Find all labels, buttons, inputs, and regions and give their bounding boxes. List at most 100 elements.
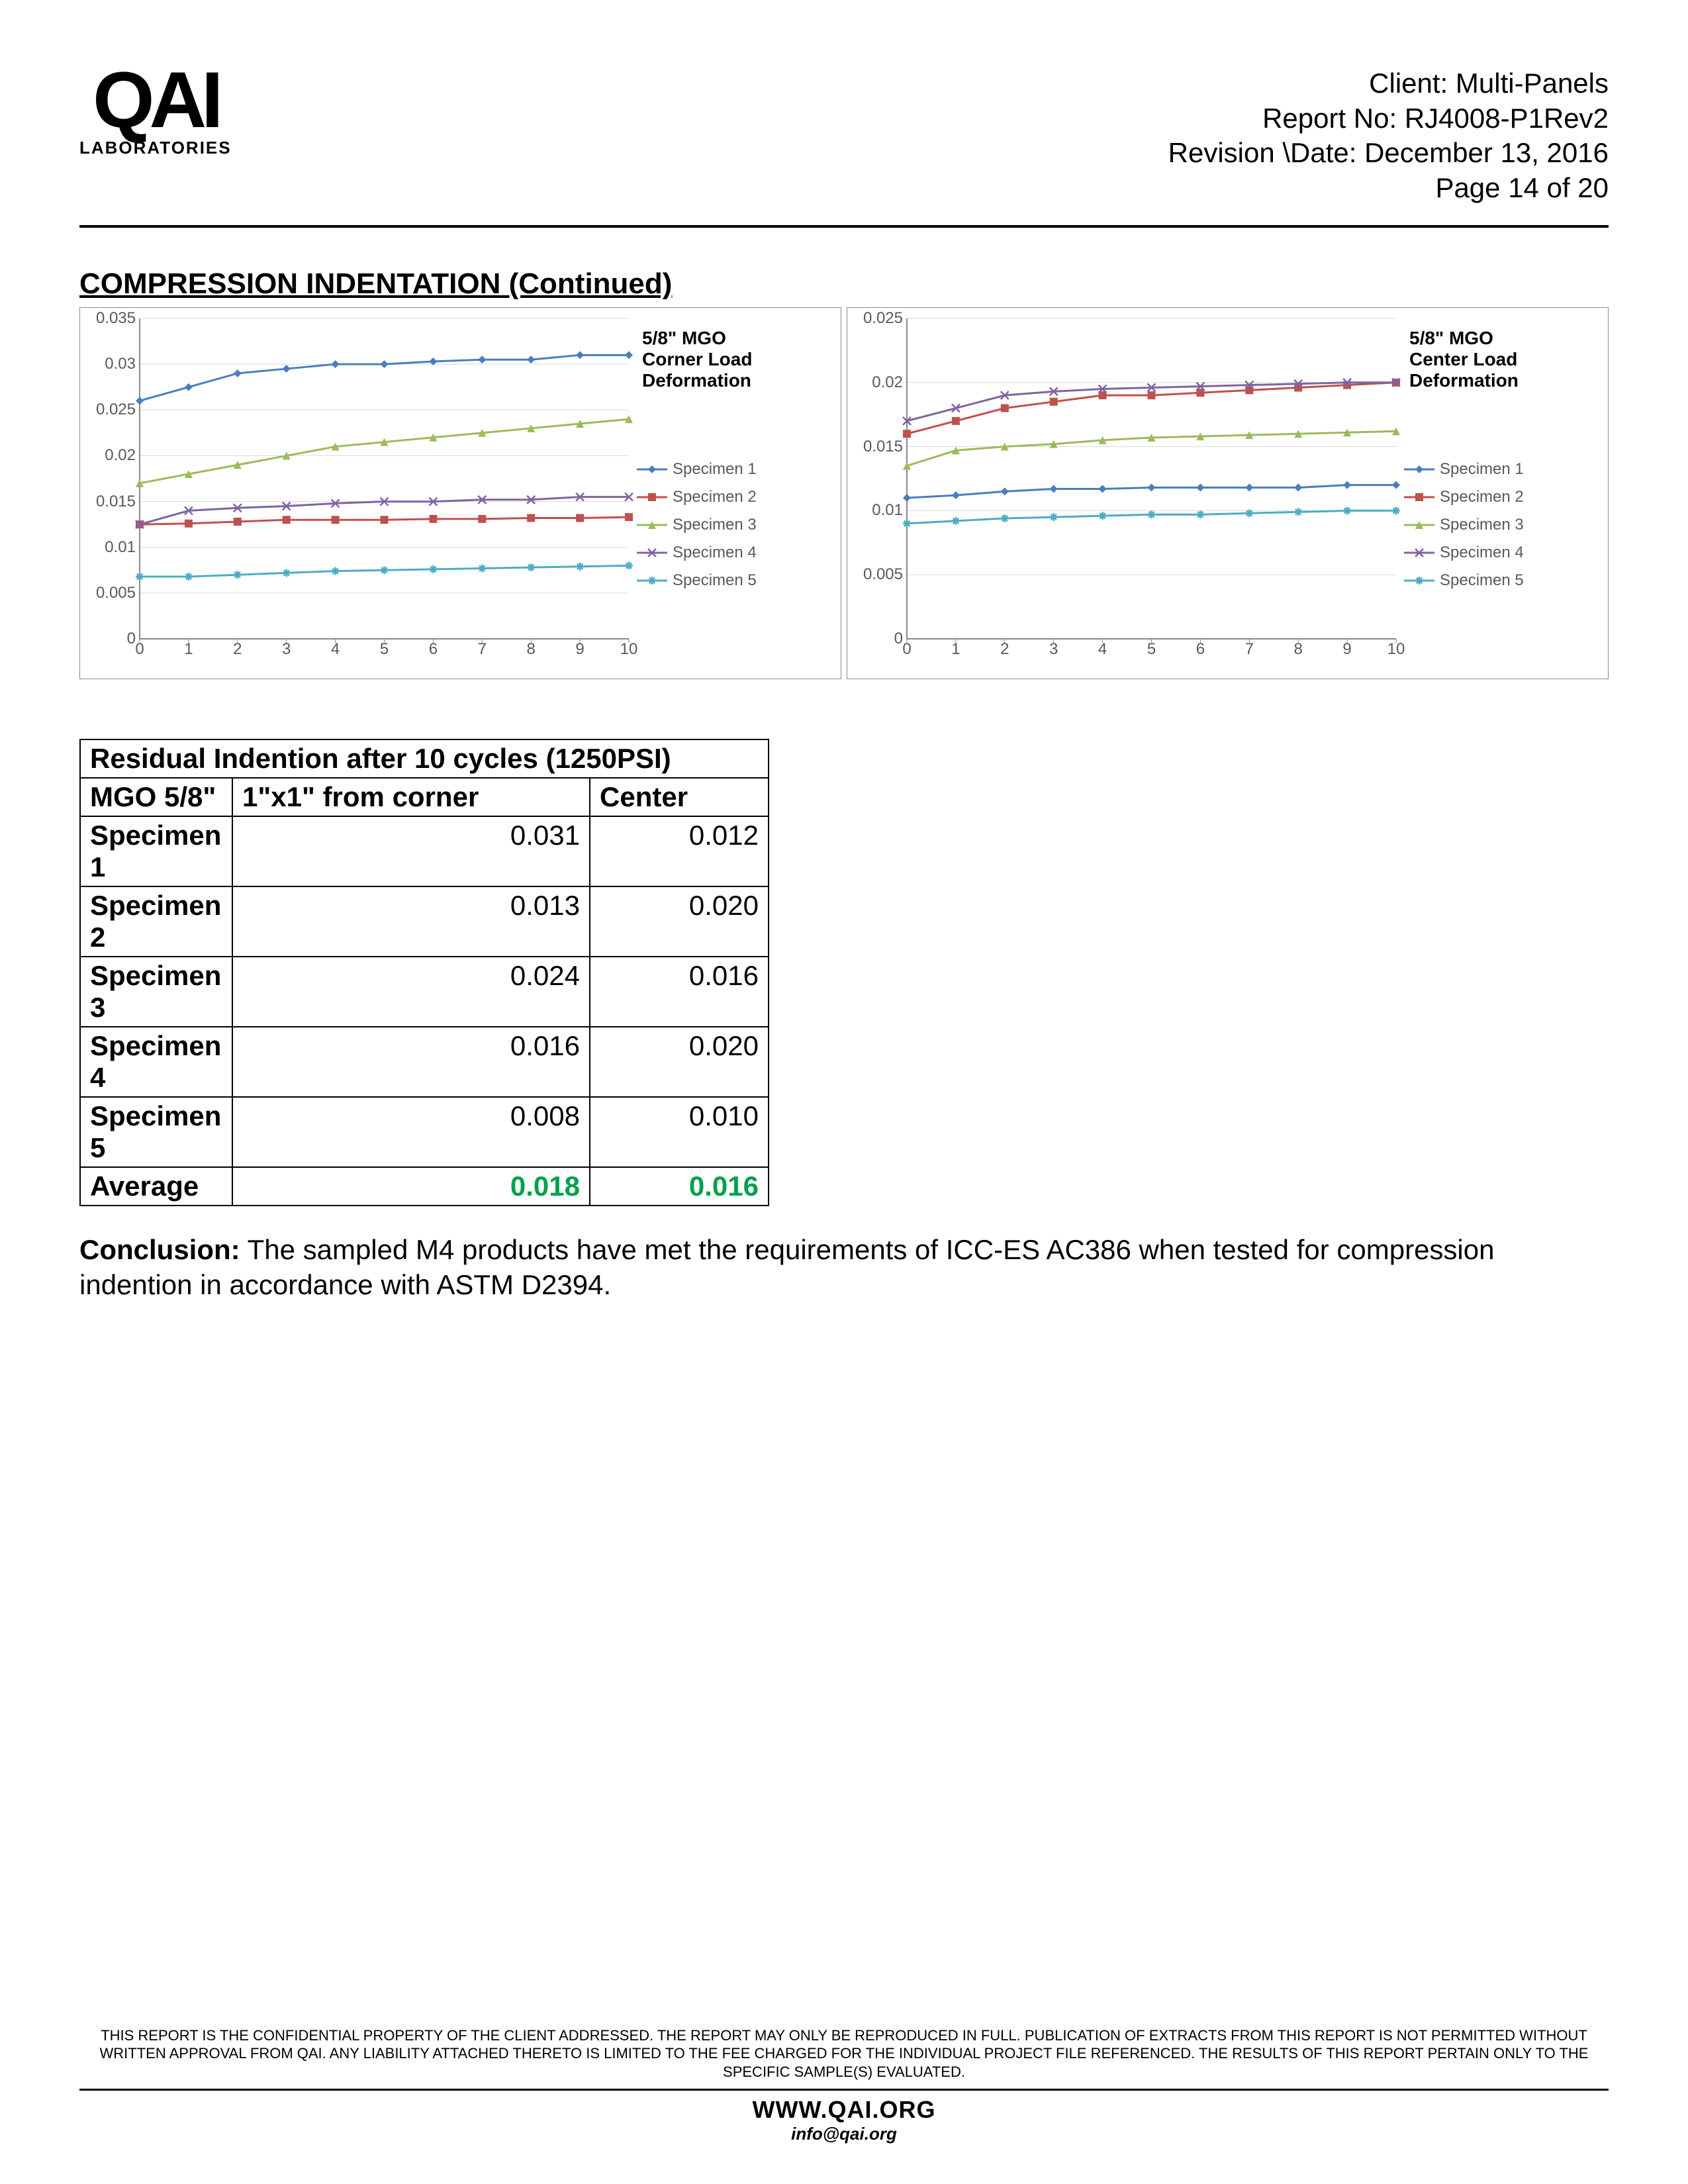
x-tick-label: 5 [380, 640, 389, 659]
table-row-center: 0.016 [590, 957, 769, 1027]
footer-divider [79, 2089, 1609, 2091]
footer-site: WWW.QAI.ORG [79, 2096, 1609, 2124]
x-tick-label: 3 [282, 640, 291, 659]
legend-label: Specimen 4 [1440, 544, 1524, 562]
client-label: Client: [1369, 68, 1448, 99]
chart-center: 0 0.005 0.01 0.015 0.02 0.025 0 1 2 3 4 5 6 7 8 9 10 5/8"… [847, 307, 1609, 679]
x-tick-label: 9 [1342, 640, 1351, 659]
y-tick-label: 0.025 [89, 401, 136, 419]
x-tick-label: 1 [184, 640, 193, 659]
legend-label: Specimen 3 [1440, 516, 1524, 534]
table-col3-header: Center [590, 778, 769, 816]
page-footer: THIS REPORT IS THE CONFIDENTIAL PROPERTY… [79, 2026, 1609, 2145]
table-col2-header: 1"x1" from corner [232, 778, 590, 816]
x-tick-label: 9 [575, 640, 584, 659]
legend-item: Specimen 2 [637, 488, 829, 506]
y-tick-label: 0.015 [857, 438, 903, 456]
logo-subtext: LABORATORIES [79, 138, 232, 158]
table-row-corner: 0.008 [232, 1097, 590, 1167]
legend-item: Specimen 2 [1404, 488, 1596, 506]
table-avg-corner: 0.018 [232, 1167, 590, 1206]
legend-label: Specimen 5 [1440, 571, 1524, 590]
legend-item: Specimen 5 [637, 571, 829, 590]
section-title: COMPRESSION INDENTATION (Continued) [79, 267, 1609, 301]
legend-item: Specimen 5 [1404, 571, 1596, 590]
legend-label: Specimen 1 [673, 460, 757, 479]
table-row-corner: 0.013 [232, 886, 590, 957]
report-number: RJ4008-P1Rev2 [1405, 103, 1609, 134]
legend-item: Specimen 3 [1404, 516, 1596, 534]
x-tick-label: 5 [1147, 640, 1156, 659]
x-tick-label: 6 [429, 640, 438, 659]
x-tick-label: 10 [1387, 640, 1405, 659]
table-title: Residual Indention after 10 cycles (1250… [80, 739, 769, 778]
x-tick-label: 8 [527, 640, 536, 659]
x-tick-label: 0 [135, 640, 144, 659]
x-tick-label: 7 [1245, 640, 1254, 659]
y-tick-label: 0.005 [89, 584, 136, 602]
client-name: Multi-Panels [1456, 68, 1609, 99]
logo-text: QAI [93, 66, 218, 134]
table-row-center: 0.010 [590, 1097, 769, 1167]
table-row-center: 0.020 [590, 886, 769, 957]
header-divider [79, 225, 1609, 228]
chart-corner: 00.0050.010.0150.020.0250.030.0350123456… [79, 307, 841, 679]
x-tick-label: 2 [1000, 640, 1009, 659]
x-tick-label: 6 [1196, 640, 1205, 659]
conclusion: Conclusion: The sampled M4 products have… [79, 1233, 1536, 1302]
x-tick-label: 4 [331, 640, 340, 659]
y-tick-label: 0.035 [89, 309, 136, 328]
y-tick-label: 0.02 [89, 446, 136, 465]
legend-label: Specimen 5 [673, 571, 757, 590]
table-avg-center: 0.016 [590, 1167, 769, 1206]
footer-email: info@qai.org [79, 2124, 1609, 2144]
y-tick-label: 0.025 [857, 309, 903, 328]
x-tick-label: 10 [620, 640, 638, 659]
conclusion-text: The sampled M4 products have met the req… [79, 1234, 1494, 1300]
legend-item: Specimen 1 [637, 460, 829, 479]
x-tick-label: 4 [1098, 640, 1107, 659]
legend-label: Specimen 4 [673, 544, 757, 562]
page-number: Page 14 of 20 [1168, 171, 1609, 206]
x-tick-label: 0 [902, 640, 911, 659]
x-tick-label: 2 [233, 640, 242, 659]
x-tick-label: 3 [1049, 640, 1058, 659]
disclaimer: THIS REPORT IS THE CONFIDENTIAL PROPERTY… [79, 2026, 1609, 2081]
revision-date: December 13, 2016 [1364, 137, 1609, 168]
y-tick-label: 0 [857, 630, 903, 648]
table-row-label: Specimen3 [80, 957, 232, 1027]
chart-legend: Specimen 1 Specimen 2 Specimen 3 Specimen 4… [1404, 460, 1596, 590]
table-row-center: 0.020 [590, 1027, 769, 1097]
y-tick-label: 0.03 [89, 355, 136, 373]
table-row-label: Specimen1 [80, 816, 232, 886]
x-tick-label: 8 [1294, 640, 1303, 659]
legend-label: Specimen 2 [1440, 488, 1524, 506]
table-row-corner: 0.016 [232, 1027, 590, 1097]
conclusion-label: Conclusion: [79, 1234, 240, 1265]
residual-table: Residual Indention after 10 cycles (1250… [79, 739, 769, 1206]
table-row-corner: 0.024 [232, 957, 590, 1027]
x-tick-label: 7 [478, 640, 487, 659]
y-tick-label: 0.005 [857, 565, 903, 584]
table-row-center: 0.012 [590, 816, 769, 886]
table-row-label: Specimen2 [80, 886, 232, 957]
y-tick-label: 0 [89, 630, 136, 648]
header-info: Client: Multi-Panels Report No: RJ4008-P… [1168, 66, 1609, 205]
legend-label: Specimen 3 [673, 516, 757, 534]
y-tick-label: 0.015 [89, 493, 136, 511]
legend-item: Specimen 4 [637, 544, 829, 562]
page-header: QAI LABORATORIES Client: Multi-Panels Re… [79, 66, 1609, 205]
legend-label: Specimen 1 [1440, 460, 1524, 479]
report-label: Report No: [1262, 103, 1397, 134]
chart-title: 5/8" MGOCenter LoadDeformation [1409, 328, 1581, 392]
table-row-label: Specimen5 [80, 1097, 232, 1167]
table-col1-header: MGO 5/8" [80, 778, 232, 816]
y-tick-label: 0.01 [857, 501, 903, 520]
logo: QAI LABORATORIES [79, 66, 232, 158]
legend-item: Specimen 1 [1404, 460, 1596, 479]
x-tick-label: 1 [951, 640, 960, 659]
table-row-corner: 0.031 [232, 816, 590, 886]
y-tick-label: 0.02 [857, 373, 903, 392]
chart-title: 5/8" MGOCorner LoadDeformation [642, 328, 814, 392]
charts-row: 00.0050.010.0150.020.0250.030.0350123456… [79, 307, 1609, 679]
